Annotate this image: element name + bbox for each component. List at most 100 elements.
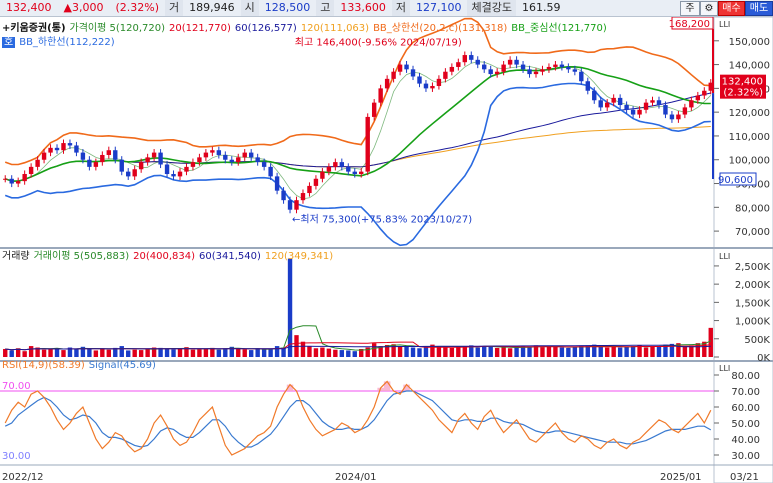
rsi-signal-line (4, 390, 712, 448)
candle-body (579, 71, 584, 82)
gear-icon[interactable]: ⚙ (700, 1, 718, 16)
candle-body (113, 150, 118, 160)
candle-body (592, 90, 597, 101)
volume-bar (158, 347, 163, 357)
candle-body (28, 166, 34, 175)
candle-body (346, 166, 351, 172)
volume-tick-label: 2,500K (735, 262, 771, 273)
price-tick-label: 120,000 (729, 108, 770, 119)
price-tick-label: 100,000 (729, 156, 770, 167)
candle-body (74, 145, 79, 153)
volume-bar (371, 343, 377, 357)
volume-bar (249, 350, 254, 357)
candle-body (197, 157, 202, 163)
candle-body (339, 162, 345, 167)
price-tick-label: 70,000 (735, 227, 770, 238)
low-label: 저 (391, 0, 410, 16)
candle-body (449, 66, 455, 72)
volume-bar (663, 344, 668, 357)
volume-bar (689, 345, 694, 357)
candle-body (236, 157, 241, 163)
candle-body (527, 69, 532, 75)
volume-bar (449, 347, 455, 357)
volume-bar (54, 348, 60, 357)
low-annotation: ←최저 75,300(+75.83% 2023/10/27) (292, 213, 472, 225)
volume-bar (572, 346, 578, 357)
volume-bar (605, 347, 610, 357)
candle-body (281, 190, 286, 201)
sell-button[interactable]: 매도 (745, 1, 773, 16)
legend-item-ma60: 60(341,540) (199, 251, 261, 262)
candle-body (164, 164, 170, 175)
volume-bar (210, 347, 215, 357)
lli-marker: LLI (719, 20, 730, 29)
high-label: 고 (316, 0, 335, 16)
volume-bar (475, 347, 480, 357)
rsi-ref-high-label: 70.00 (2, 381, 31, 392)
open-label: 시 (240, 0, 259, 16)
volume-bar (404, 346, 409, 357)
candle-body (410, 69, 416, 77)
volume-bar (281, 347, 286, 357)
candle-body (695, 95, 701, 101)
lli-marker: LLI (719, 252, 730, 261)
stock-title[interactable]: +키움증권(통) (2, 23, 66, 34)
candle-body (378, 88, 383, 103)
candle-body (598, 100, 603, 108)
buy-button[interactable]: 매수 (718, 1, 745, 16)
stock-chart[interactable]: 150,000140,000130,000120,000110,000100,0… (0, 17, 773, 483)
legend-item-bb_upper: BB_상한선(20,2,c)(131,318) (373, 23, 508, 34)
volume-bar (507, 348, 513, 357)
candle-body (352, 171, 357, 175)
volume-bar (184, 347, 189, 357)
volume-bar (708, 327, 713, 357)
volume-bar (100, 348, 105, 357)
volume-bar (197, 349, 202, 357)
candle-body (456, 62, 461, 67)
candle-body (15, 181, 21, 184)
candle-body (242, 152, 247, 158)
candle-body (22, 174, 27, 182)
low-value: 127,100 (415, 1, 462, 14)
volume-bar (527, 346, 532, 357)
volume-bar (274, 346, 280, 357)
volume-bar (695, 343, 701, 357)
candle-body (482, 64, 487, 70)
candle-body (3, 178, 8, 180)
volume-bar (93, 350, 99, 357)
volume-bar (682, 346, 688, 357)
volume-bar (223, 348, 228, 357)
volume-bar (287, 258, 293, 357)
volume-bar (346, 350, 351, 357)
candle-body (708, 82, 713, 91)
range-low-box (719, 172, 757, 186)
volume-bar (469, 345, 474, 357)
candle-body (365, 116, 370, 172)
volume-bar (494, 347, 500, 357)
volume-bar (87, 348, 92, 357)
volume-bar (177, 348, 183, 357)
volume-bar (119, 346, 124, 357)
volume-bar (15, 348, 21, 357)
candle-body (488, 69, 493, 75)
candle-body (391, 71, 396, 79)
volume-bar (559, 347, 565, 357)
candle-body (585, 81, 590, 91)
candle-body (669, 114, 675, 120)
range-high-label: 168,200 (669, 19, 710, 30)
candle-body (501, 64, 506, 72)
candle-body (676, 114, 681, 120)
candle-body (67, 143, 73, 146)
volume-bar (436, 346, 442, 357)
volume-bar (229, 346, 234, 357)
volume-bar (540, 347, 545, 357)
legend-item-label: 거래량 (2, 251, 30, 262)
volume-bar (624, 346, 629, 357)
volume-bar (546, 346, 552, 357)
candle-body (61, 143, 66, 151)
current-price-tag-pct: (2.32%) (723, 88, 763, 99)
candle-body (326, 166, 332, 172)
stock-type-button[interactable]: 주 (680, 1, 700, 16)
volume-bar (384, 344, 390, 357)
volume-bar (171, 349, 176, 357)
